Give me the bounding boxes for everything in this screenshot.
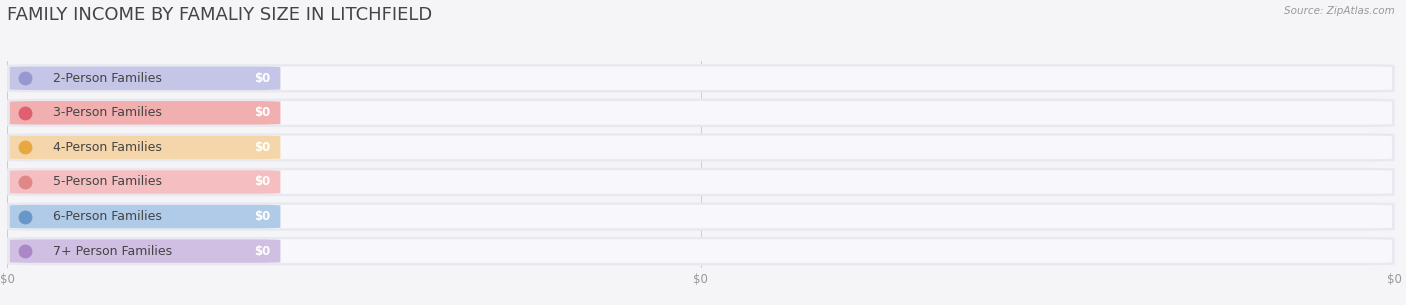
FancyBboxPatch shape <box>10 205 1392 228</box>
Text: 6-Person Families: 6-Person Families <box>53 210 162 223</box>
FancyBboxPatch shape <box>10 136 1392 159</box>
Text: $0: $0 <box>254 210 271 223</box>
Text: $0: $0 <box>254 245 271 258</box>
FancyBboxPatch shape <box>10 66 1392 90</box>
FancyBboxPatch shape <box>7 99 1395 127</box>
FancyBboxPatch shape <box>10 101 280 125</box>
Text: 5-Person Families: 5-Person Families <box>53 175 162 188</box>
FancyBboxPatch shape <box>10 239 280 263</box>
FancyBboxPatch shape <box>7 237 1395 265</box>
FancyBboxPatch shape <box>10 170 1392 194</box>
FancyBboxPatch shape <box>7 203 1395 231</box>
FancyBboxPatch shape <box>10 170 280 194</box>
FancyBboxPatch shape <box>7 133 1395 162</box>
Text: $0: $0 <box>254 141 271 154</box>
Text: 4-Person Families: 4-Person Families <box>53 141 162 154</box>
Text: 7+ Person Families: 7+ Person Families <box>53 245 172 258</box>
FancyBboxPatch shape <box>10 66 280 90</box>
Text: $0: $0 <box>254 106 271 119</box>
Text: $0: $0 <box>254 175 271 188</box>
Text: $0: $0 <box>254 72 271 85</box>
Text: Source: ZipAtlas.com: Source: ZipAtlas.com <box>1284 6 1395 16</box>
FancyBboxPatch shape <box>10 205 280 228</box>
Text: 2-Person Families: 2-Person Families <box>53 72 162 85</box>
FancyBboxPatch shape <box>10 239 1392 263</box>
FancyBboxPatch shape <box>7 64 1395 92</box>
FancyBboxPatch shape <box>10 136 280 159</box>
Text: 3-Person Families: 3-Person Families <box>53 106 162 119</box>
FancyBboxPatch shape <box>10 101 1392 125</box>
FancyBboxPatch shape <box>7 168 1395 196</box>
Text: FAMILY INCOME BY FAMALIY SIZE IN LITCHFIELD: FAMILY INCOME BY FAMALIY SIZE IN LITCHFI… <box>7 6 432 24</box>
